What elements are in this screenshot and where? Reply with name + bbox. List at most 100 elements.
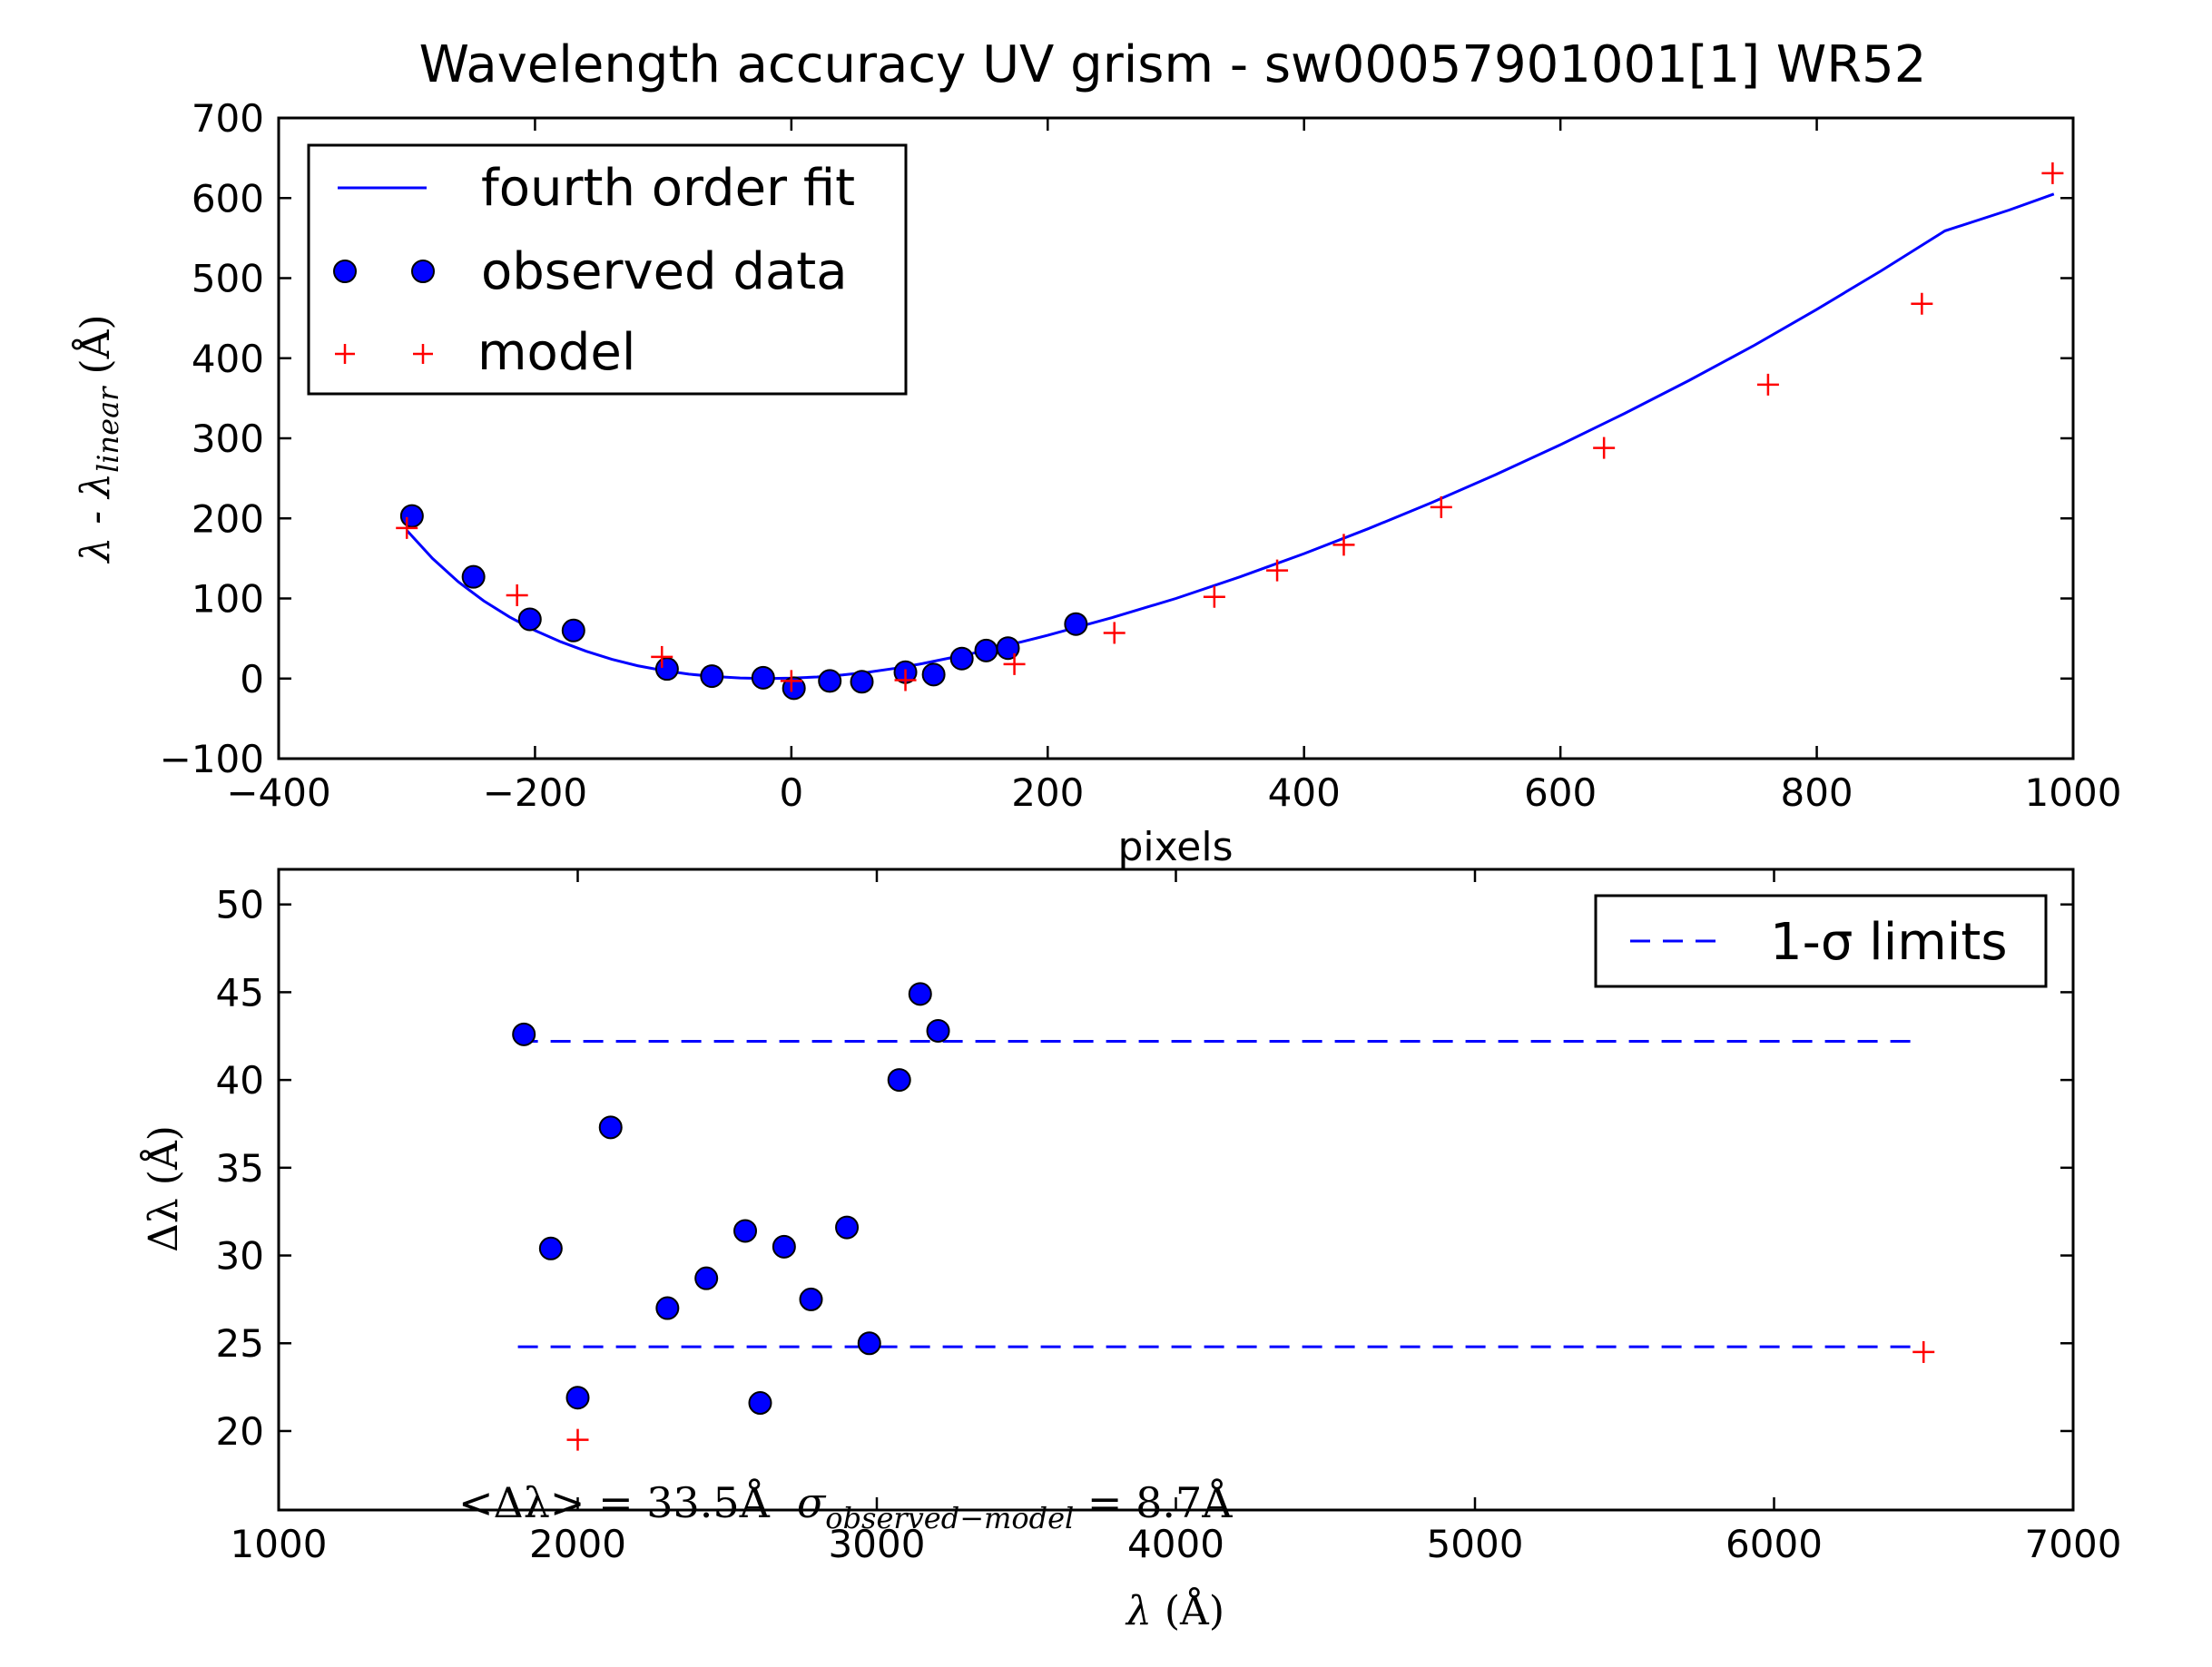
observed-data-point bbox=[461, 564, 486, 589]
model-point bbox=[1003, 652, 1026, 675]
legend-model-label: model bbox=[477, 323, 635, 382]
residual-point bbox=[835, 1215, 860, 1240]
top-y-tick-label: 500 bbox=[192, 257, 264, 301]
legend-observed-label: observed data bbox=[481, 242, 848, 301]
top-plot-marks bbox=[396, 162, 2064, 701]
observed-data-point bbox=[399, 504, 424, 528]
residual-point bbox=[857, 1331, 881, 1356]
bottom-y-tick-label: 30 bbox=[216, 1234, 264, 1279]
bottom-x-tick-label: 1000 bbox=[231, 1522, 328, 1566]
top-legend: fourth order fit observed data model bbox=[307, 143, 908, 396]
bottom-x-tick-label: 4000 bbox=[1127, 1522, 1224, 1566]
legend-model-marker bbox=[335, 344, 433, 364]
top-y-tick-label: 300 bbox=[192, 417, 264, 461]
bottom-x-tick-label: 6000 bbox=[1725, 1522, 1823, 1566]
residual-point bbox=[926, 1018, 950, 1043]
top-x-tick-label: −400 bbox=[226, 770, 330, 815]
legend-fit-label: fourth order fit bbox=[481, 159, 855, 218]
sigma-subscript: observed−model bbox=[825, 1501, 1074, 1535]
residual-point bbox=[538, 1236, 563, 1260]
top-y-axis-label-subscript: linear bbox=[91, 386, 125, 473]
top-x-tick-label: 800 bbox=[1780, 770, 1853, 815]
observed-data-point bbox=[818, 669, 842, 693]
top-y-tick-label: 400 bbox=[192, 337, 264, 381]
residual-point bbox=[655, 1296, 680, 1320]
bottom-y-tick-label: 20 bbox=[216, 1409, 264, 1454]
legend-observed-marker bbox=[411, 260, 435, 283]
model-point bbox=[894, 669, 917, 691]
top-x-tick-label: 0 bbox=[779, 770, 803, 815]
observed-data-point bbox=[751, 665, 775, 690]
top-x-tick-label: −200 bbox=[483, 770, 587, 815]
residual-point bbox=[512, 1022, 536, 1046]
observed-data-point bbox=[782, 676, 806, 701]
fourth-order-fit-line bbox=[406, 192, 2055, 681]
bottom-legend: 1-σ limits bbox=[1594, 894, 2048, 988]
sigma-value: = 8.7Å bbox=[1074, 1477, 1233, 1527]
observed-data-point bbox=[974, 638, 998, 662]
top-x-tick-label: 200 bbox=[1011, 770, 1084, 815]
chart-title: Wavelength accuracy UV grism - sw0005790… bbox=[419, 35, 1927, 94]
observed-data-point bbox=[561, 618, 585, 642]
bottom-y-tick-label: 50 bbox=[216, 883, 264, 927]
model-point bbox=[1430, 495, 1452, 518]
top-plot-frame bbox=[277, 116, 2075, 760]
bottom-x-axis-label: λ (Å) bbox=[1125, 1586, 1224, 1634]
mean-offset-text: <Δλ> = 33.5Å bbox=[458, 1477, 771, 1527]
model-point bbox=[1911, 292, 1933, 315]
model-point bbox=[651, 645, 673, 668]
bottom-x-tick-label: 2000 bbox=[529, 1522, 626, 1566]
residual-point bbox=[748, 1391, 772, 1416]
observed-data-point bbox=[949, 646, 974, 671]
bottom-y-tick-label: 25 bbox=[216, 1321, 264, 1366]
top-x-tick-label: 600 bbox=[1524, 770, 1597, 815]
top-y-tick-label: 200 bbox=[192, 496, 264, 541]
model-point bbox=[780, 670, 802, 692]
top-y-axis-label-unit: (Å) bbox=[71, 314, 119, 374]
model-residual-point bbox=[566, 1428, 589, 1451]
bottom-x-axis-label-symbol: λ bbox=[1125, 1588, 1152, 1634]
top-y-tick-label: 0 bbox=[240, 657, 264, 701]
model-point bbox=[2041, 162, 2064, 184]
top-y-tick-label: −100 bbox=[160, 737, 264, 781]
top-y-tick-label: 700 bbox=[192, 96, 264, 141]
bottom-axis-ticks: 1000 2000 3000 4000 5000 6000 7000 20 25 30 35 40 45… bbox=[216, 869, 2122, 1566]
residual-point bbox=[694, 1266, 719, 1290]
top-x-tick-label: 400 bbox=[1268, 770, 1341, 815]
model-point bbox=[506, 583, 528, 606]
sigma-symbol: σ bbox=[797, 1478, 827, 1527]
residual-point bbox=[598, 1115, 623, 1140]
observed-data-point bbox=[517, 607, 542, 632]
observed-data-point bbox=[921, 662, 946, 687]
bottom-y-tick-label: 40 bbox=[216, 1058, 264, 1103]
observed-data-point bbox=[700, 664, 724, 689]
residual-point bbox=[772, 1234, 796, 1259]
bottom-x-tick-label: 5000 bbox=[1427, 1522, 1524, 1566]
top-x-axis-label: pixels bbox=[1117, 824, 1233, 870]
model-residual-point bbox=[1912, 1340, 1935, 1363]
model-point bbox=[396, 516, 418, 539]
top-y-tick-label: 100 bbox=[192, 577, 264, 622]
observed-data-point bbox=[996, 636, 1020, 661]
bottom-x-axis-label-unit: (Å) bbox=[1152, 1586, 1224, 1634]
top-y-axis-label-prefix: λ - λ bbox=[73, 473, 119, 564]
bottom-y-axis-label-symbol: Δλ bbox=[141, 1198, 187, 1252]
residual-point bbox=[908, 982, 932, 1006]
model-point bbox=[1103, 622, 1126, 644]
bottom-plot-marks bbox=[512, 982, 1935, 1451]
legend-sigma-label: 1-σ limits bbox=[1770, 913, 2008, 972]
statistics-annotation: <Δλ> = 33.5Å σobserved−model = 8.7Å bbox=[458, 1477, 1233, 1535]
top-y-axis-label: λ - λlinear (Å) bbox=[71, 314, 125, 564]
bottom-x-tick-label: 7000 bbox=[2025, 1522, 2122, 1566]
top-axis-ticks: −400 −200 0 200 400 600 800 1000 −100 0 100 200 300 4… bbox=[160, 96, 2122, 815]
model-point bbox=[1756, 373, 1779, 396]
legend-observed-marker bbox=[333, 260, 357, 283]
bottom-y-tick-label: 35 bbox=[216, 1146, 264, 1191]
residual-point bbox=[799, 1287, 823, 1311]
top-y-tick-label: 600 bbox=[192, 176, 264, 221]
bottom-x-tick-label: 3000 bbox=[829, 1522, 926, 1566]
top-x-tick-label: 1000 bbox=[2025, 770, 2122, 815]
bottom-y-axis-label: Δλ (Å) bbox=[139, 1125, 187, 1252]
model-point bbox=[1332, 534, 1355, 556]
